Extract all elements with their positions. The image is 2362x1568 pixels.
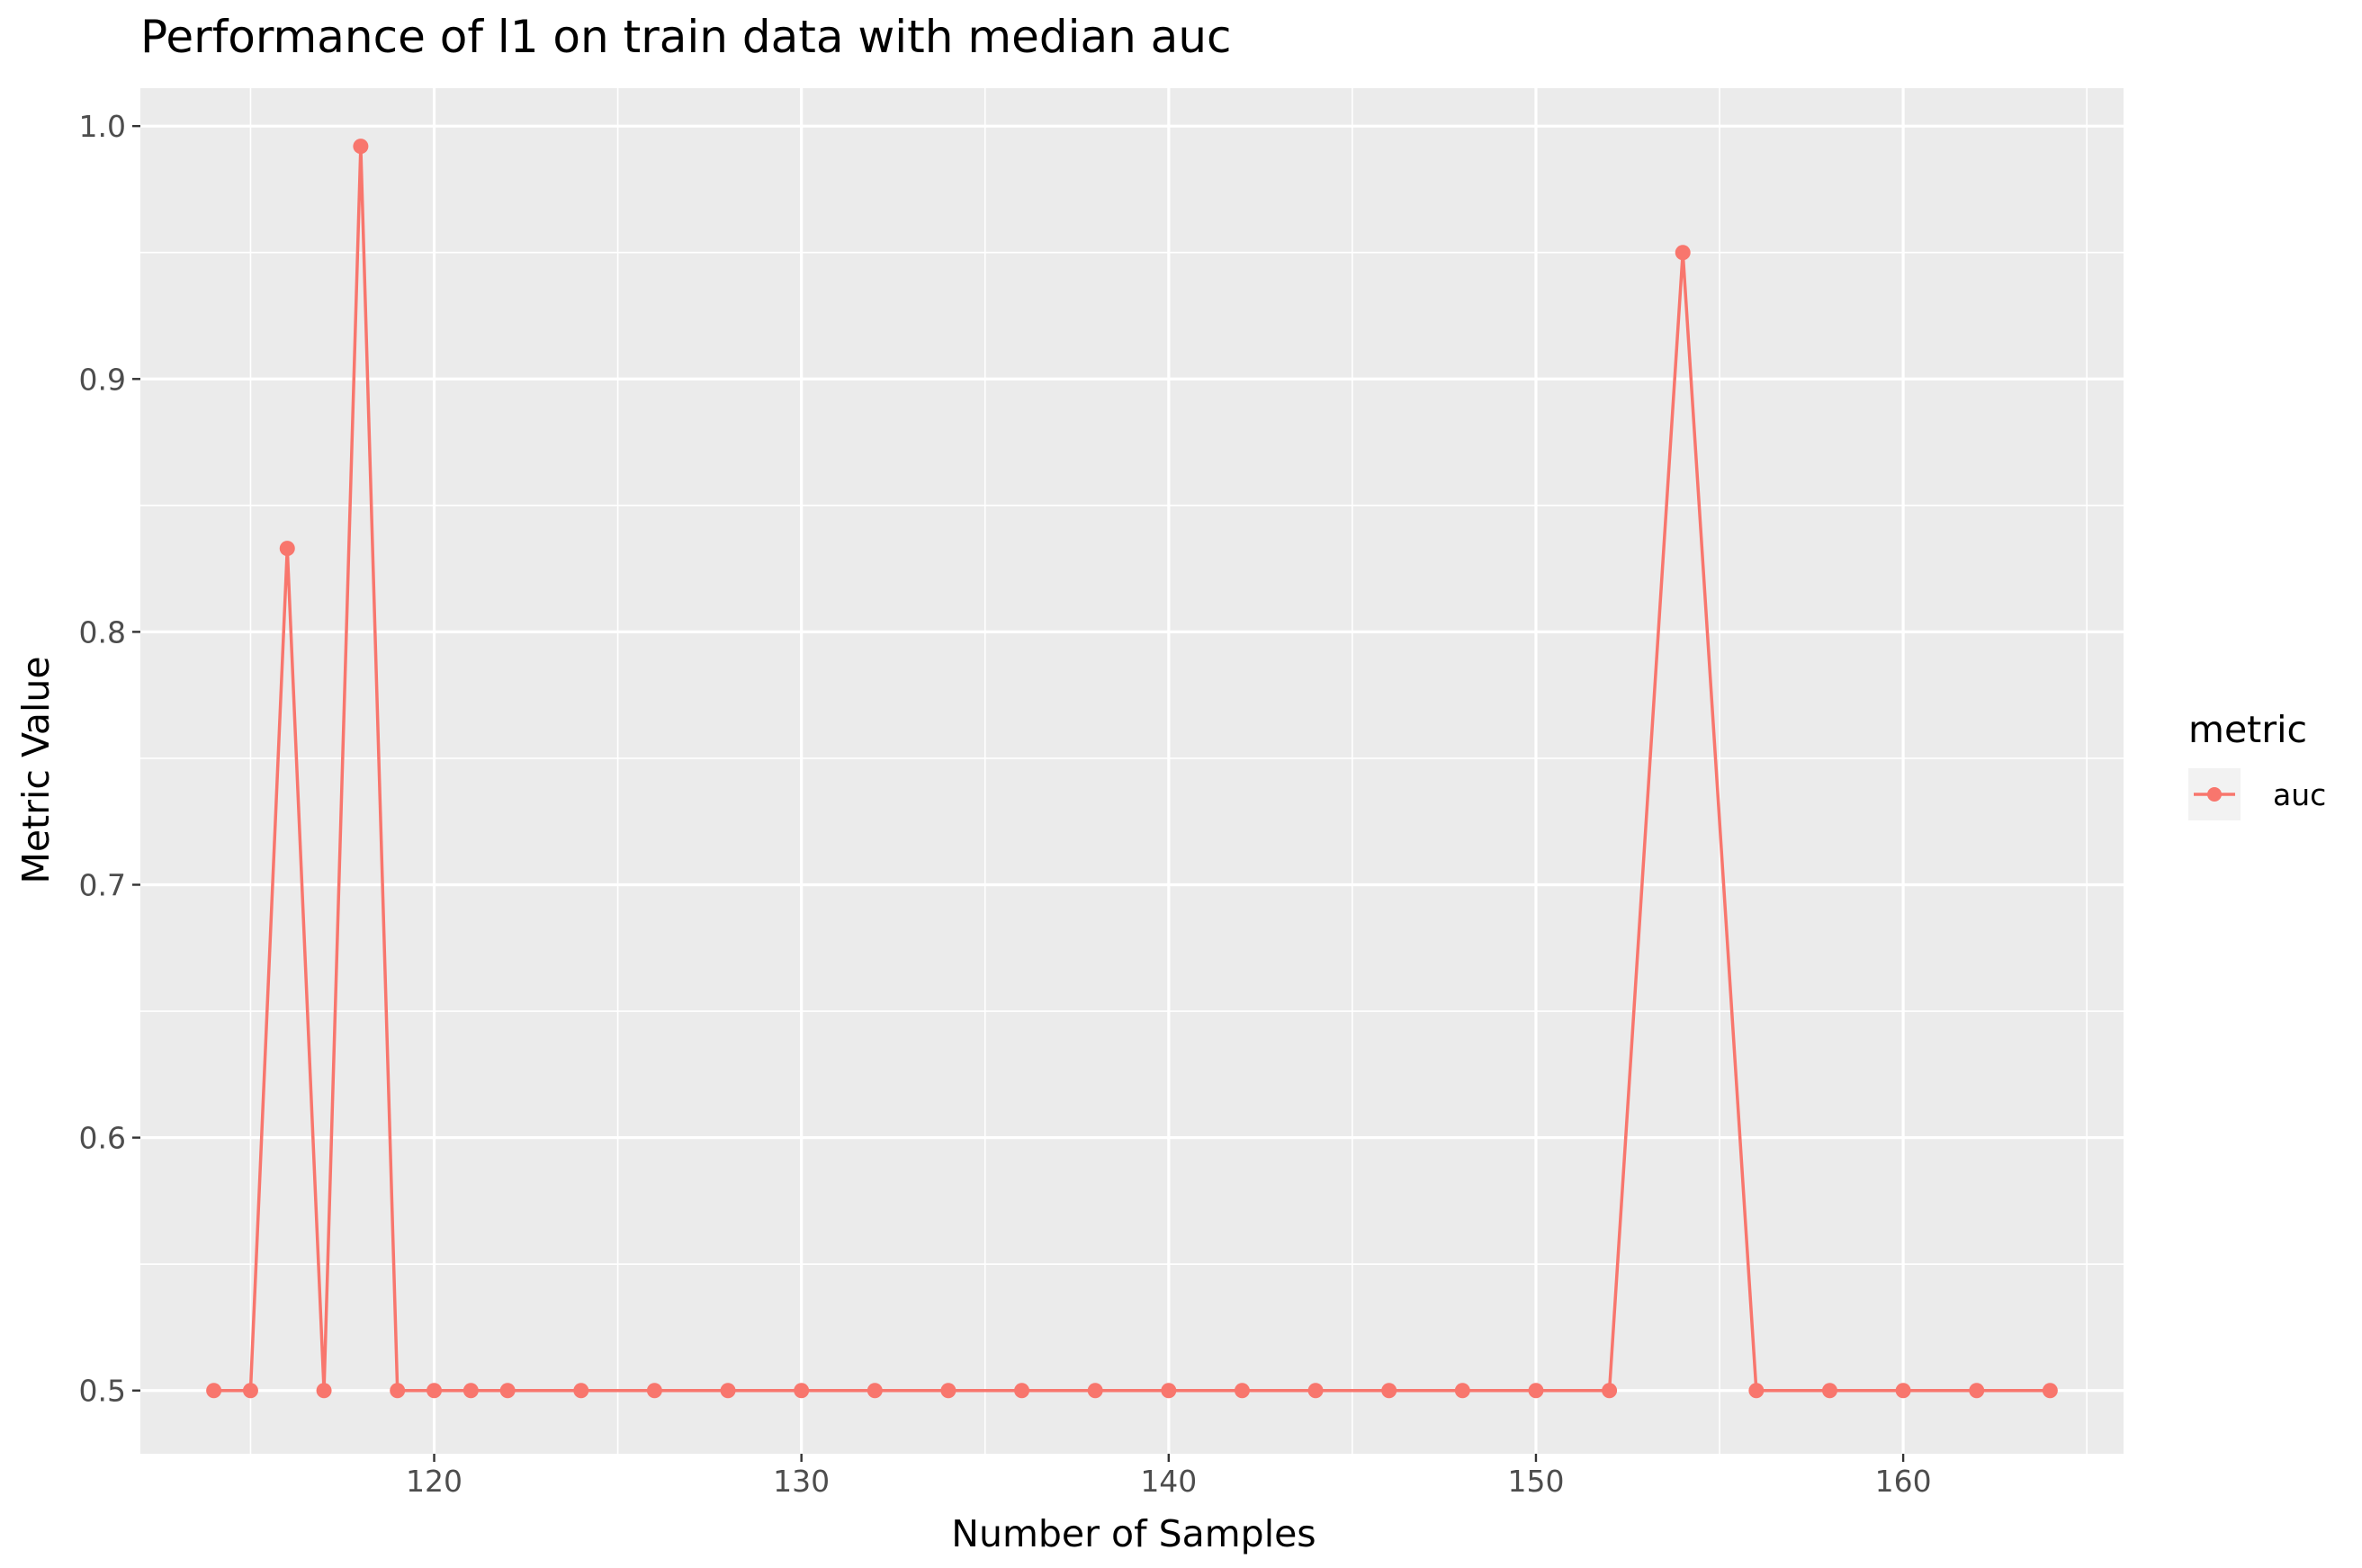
data-point-auc — [573, 1383, 589, 1399]
data-point-auc — [646, 1383, 662, 1399]
series-layer — [206, 139, 2058, 1399]
x-tick-label: 140 — [1140, 1464, 1197, 1499]
y-tick-label: 0.9 — [79, 362, 126, 397]
data-point-auc — [1675, 245, 1691, 261]
chart-title: Performance of l1 on train data with med… — [140, 11, 1232, 63]
data-point-auc — [1528, 1383, 1544, 1399]
data-point-auc — [316, 1383, 332, 1399]
y-tick-label: 0.5 — [79, 1374, 126, 1409]
data-point-auc — [390, 1383, 406, 1399]
minor-gridlines — [140, 88, 2124, 1454]
data-point-auc — [1087, 1383, 1103, 1399]
data-point-auc — [1602, 1383, 1618, 1399]
x-axis: 120 130 140 150 160 — [406, 1454, 1932, 1499]
data-point-auc — [1381, 1383, 1397, 1399]
legend-label-auc: auc — [2273, 777, 2326, 812]
data-point-auc — [463, 1383, 479, 1399]
legend-key-point — [2207, 787, 2222, 802]
data-point-auc — [1161, 1383, 1177, 1399]
y-axis: 0.5 0.6 0.7 0.8 0.9 1.0 — [79, 109, 140, 1409]
data-point-auc — [1748, 1383, 1765, 1399]
plot-panel-background — [140, 88, 2124, 1454]
x-tick-label: 130 — [773, 1464, 830, 1499]
data-point-auc — [353, 139, 369, 155]
y-tick-label: 0.7 — [79, 868, 126, 903]
plot-area — [140, 88, 2124, 1454]
data-point-auc — [1307, 1383, 1324, 1399]
y-tick-label: 0.8 — [79, 614, 126, 650]
legend-title: metric — [2188, 708, 2307, 751]
y-tick-label: 0.6 — [79, 1121, 126, 1156]
data-point-auc — [1014, 1383, 1030, 1399]
x-tick-label: 160 — [1875, 1464, 1932, 1499]
data-point-auc — [720, 1383, 736, 1399]
series-line-auc — [213, 144, 2051, 1393]
legend: metric auc — [2188, 708, 2326, 820]
data-point-auc — [2042, 1383, 2058, 1399]
data-point-auc — [940, 1383, 956, 1399]
data-point-auc — [427, 1383, 443, 1399]
data-point-auc — [1821, 1383, 1837, 1399]
data-point-auc — [1234, 1383, 1250, 1399]
data-point-auc — [794, 1383, 810, 1399]
data-point-auc — [206, 1383, 222, 1399]
data-point-auc — [499, 1383, 516, 1399]
x-tick-label: 150 — [1507, 1464, 1564, 1499]
data-point-auc — [279, 541, 295, 557]
data-point-auc — [242, 1383, 258, 1399]
data-point-auc — [1895, 1383, 1911, 1399]
x-axis-title: Number of Samples — [951, 1512, 1316, 1555]
x-tick-label: 120 — [406, 1464, 463, 1499]
y-tick-label: 1.0 — [79, 109, 126, 144]
data-point-auc — [867, 1383, 883, 1399]
data-point-auc — [1454, 1383, 1470, 1399]
data-point-auc — [1969, 1383, 1985, 1399]
y-axis-title: Metric Value — [14, 656, 58, 883]
